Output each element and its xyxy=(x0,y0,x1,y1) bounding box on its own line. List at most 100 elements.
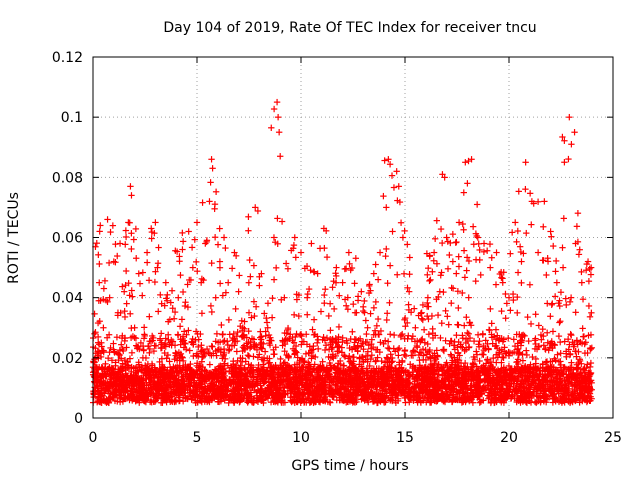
data-point xyxy=(141,331,148,338)
data-point xyxy=(401,346,409,354)
data-point xyxy=(257,328,264,335)
data-point xyxy=(505,294,513,301)
data-point xyxy=(309,326,316,333)
data-point xyxy=(194,267,201,275)
data-point xyxy=(472,256,480,263)
data-point xyxy=(390,331,398,339)
data-point xyxy=(330,305,338,313)
data-point xyxy=(405,288,413,295)
data-point xyxy=(419,316,427,324)
data-point xyxy=(127,183,134,190)
data-point xyxy=(480,248,488,256)
data-point xyxy=(479,330,486,337)
data-point xyxy=(572,309,579,316)
data-point xyxy=(429,268,436,275)
data-point xyxy=(459,289,466,297)
data-point xyxy=(437,225,445,233)
data-point xyxy=(548,301,555,309)
data-point xyxy=(304,290,311,298)
data-point xyxy=(534,198,542,205)
data-point xyxy=(142,354,150,362)
data-point xyxy=(127,310,134,317)
data-point xyxy=(157,330,165,337)
data-point xyxy=(559,264,567,271)
data-point xyxy=(108,357,116,364)
data-point xyxy=(274,113,282,121)
data-point xyxy=(351,280,358,287)
data-point xyxy=(445,321,452,328)
data-point xyxy=(419,301,427,309)
data-point xyxy=(516,243,524,250)
data-point xyxy=(554,351,561,358)
data-point xyxy=(587,271,595,278)
data-point xyxy=(251,312,258,320)
data-point xyxy=(333,264,340,271)
data-point xyxy=(409,333,417,340)
data-point xyxy=(228,265,236,272)
data-point xyxy=(213,330,221,338)
data-point xyxy=(143,259,151,266)
data-point xyxy=(189,264,197,271)
data-point xyxy=(563,301,570,309)
data-point xyxy=(146,313,153,320)
data-point xyxy=(464,180,471,187)
data-point xyxy=(292,333,299,341)
data-point xyxy=(505,335,512,342)
data-point xyxy=(543,271,550,279)
data-point xyxy=(474,331,482,338)
data-point xyxy=(258,345,265,352)
data-point xyxy=(412,324,419,331)
data-point xyxy=(198,310,206,317)
data-point xyxy=(539,325,546,333)
data-point xyxy=(488,254,495,261)
data-point xyxy=(245,327,252,335)
data-point xyxy=(272,264,280,272)
data-point xyxy=(540,223,547,230)
data-point xyxy=(116,240,124,247)
data-point xyxy=(472,277,479,285)
data-point xyxy=(514,309,521,317)
data-point xyxy=(245,227,252,234)
data-point xyxy=(284,324,292,332)
data-point xyxy=(304,311,311,318)
data-point xyxy=(587,345,594,353)
data-point xyxy=(216,264,224,271)
data-point xyxy=(206,361,214,368)
data-point xyxy=(395,183,402,190)
data-point xyxy=(386,262,394,269)
data-point xyxy=(425,315,432,323)
data-point xyxy=(162,343,169,350)
data-point xyxy=(222,289,230,296)
data-point xyxy=(347,335,354,343)
data-point xyxy=(406,271,413,278)
data-point xyxy=(245,353,253,360)
data-point xyxy=(209,165,216,172)
data-point xyxy=(578,279,585,286)
data-point xyxy=(514,345,522,353)
data-point xyxy=(547,228,554,235)
data-point xyxy=(576,357,584,365)
data-point xyxy=(270,276,278,283)
data-point xyxy=(310,316,318,323)
data-point xyxy=(566,298,574,306)
data-point xyxy=(179,246,186,253)
data-point xyxy=(370,270,377,277)
data-point xyxy=(305,285,313,293)
data-point xyxy=(579,296,587,303)
data-point xyxy=(455,304,462,312)
data-point xyxy=(514,269,522,276)
data-point xyxy=(327,327,334,334)
data-point xyxy=(444,313,451,320)
data-point xyxy=(470,241,478,248)
data-point xyxy=(323,253,331,261)
data-point xyxy=(455,253,462,260)
data-point xyxy=(178,316,186,323)
data-point xyxy=(372,298,380,306)
data-point xyxy=(252,204,259,211)
data-point xyxy=(176,323,184,330)
data-point xyxy=(460,247,468,254)
data-point xyxy=(193,258,200,266)
data-point xyxy=(110,258,117,265)
data-point xyxy=(463,267,470,274)
data-point xyxy=(350,300,357,308)
